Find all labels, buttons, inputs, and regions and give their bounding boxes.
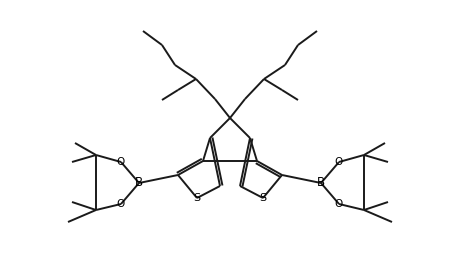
Text: S: S	[259, 193, 266, 203]
Text: O: O	[117, 157, 125, 167]
Text: B: B	[134, 177, 143, 190]
Text: O: O	[117, 199, 125, 209]
Text: B: B	[316, 177, 325, 190]
Text: O: O	[334, 157, 342, 167]
Text: O: O	[334, 199, 342, 209]
Text: S: S	[193, 193, 200, 203]
